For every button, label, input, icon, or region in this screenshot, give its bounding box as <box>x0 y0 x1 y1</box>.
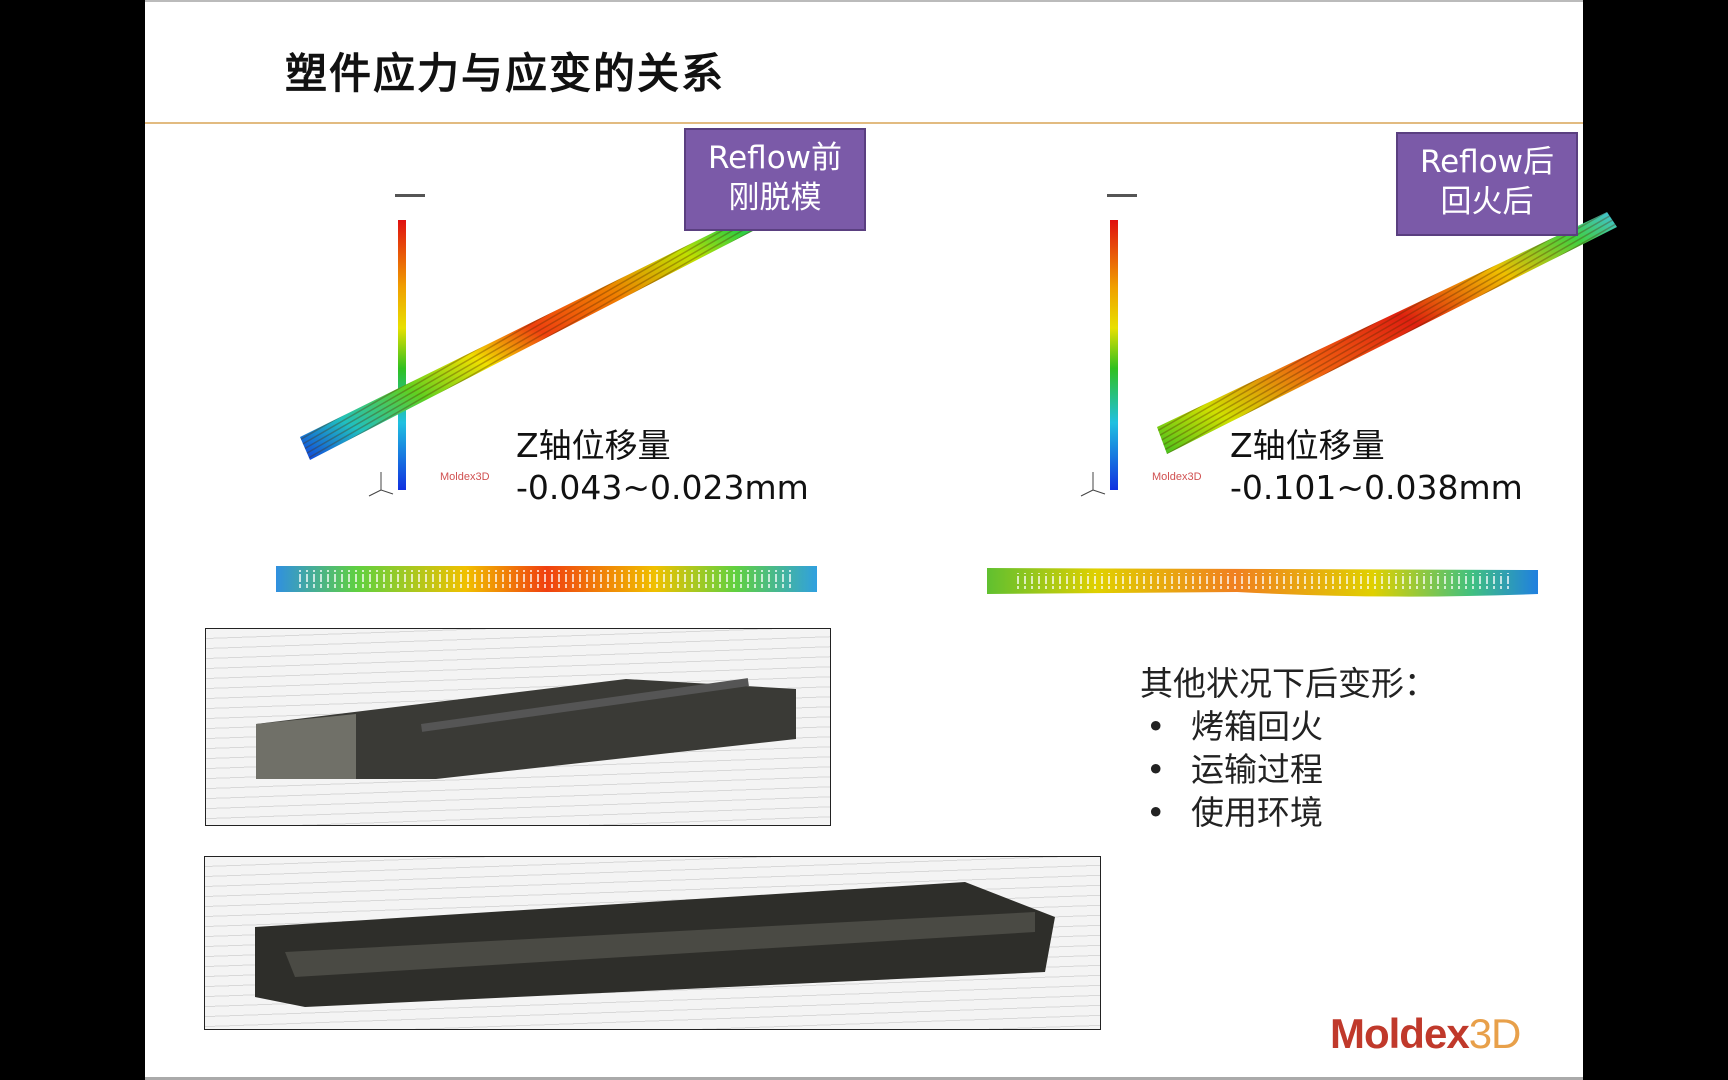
side-view-after <box>987 568 1538 597</box>
tag-line: Reflow后 <box>1419 144 1555 180</box>
z-range: -0.101~0.038mm <box>1230 468 1523 507</box>
simulation-result-before: Moldex3D <box>300 194 780 497</box>
colorbar <box>398 220 406 490</box>
colorbar <box>1110 220 1118 490</box>
notes-heading: 其他状况下后变形： <box>1140 664 1437 703</box>
connector-photo-1 <box>205 628 831 826</box>
colorbar-brand: Moldex3D <box>440 471 490 483</box>
connector-photo-2 <box>204 856 1101 1030</box>
list-item: • 使用环境 <box>1146 793 1323 832</box>
axis-triad-icon <box>1080 472 1106 497</box>
tag-line: 回火后 <box>1440 184 1534 220</box>
moldex3d-logo: Moldex3D <box>1330 1010 1521 1057</box>
slide-title: 塑件应力与应变的关系 <box>285 49 726 98</box>
z-displacement-before: Z轴位移量 -0.043~0.023mm <box>516 425 809 509</box>
tag-line: 刚脱模 <box>728 180 822 216</box>
list-item: • 运输过程 <box>1146 750 1323 789</box>
z-label: Z轴位移量 <box>516 426 671 465</box>
slide: 塑件应力与应变的关系 <box>145 0 1617 1080</box>
tag-reflow-after: Reflow后 回火后 <box>1396 132 1578 236</box>
z-label: Z轴位移量 <box>1230 426 1385 465</box>
title-divider <box>145 122 1583 124</box>
colorbar-title <box>395 194 425 197</box>
z-displacement-after: Z轴位移量 -0.101~0.038mm <box>1230 425 1523 509</box>
tag-line: Reflow前 <box>707 140 843 176</box>
z-range: -0.043~0.023mm <box>516 468 809 507</box>
tag-reflow-before: Reflow前 刚脱模 <box>684 128 866 231</box>
colorbar-title <box>1107 194 1137 197</box>
simulation-result-after: Moldex3D <box>1080 194 1617 497</box>
notes-list: 其他状况下后变形： • 烤箱回火 • 运输过程 • 使用环境 <box>1140 662 1437 834</box>
side-view-before <box>276 566 817 592</box>
list-item: • 烤箱回火 <box>1146 707 1323 746</box>
colorbar-brand: Moldex3D <box>1152 471 1202 483</box>
axis-triad-icon <box>368 472 394 497</box>
